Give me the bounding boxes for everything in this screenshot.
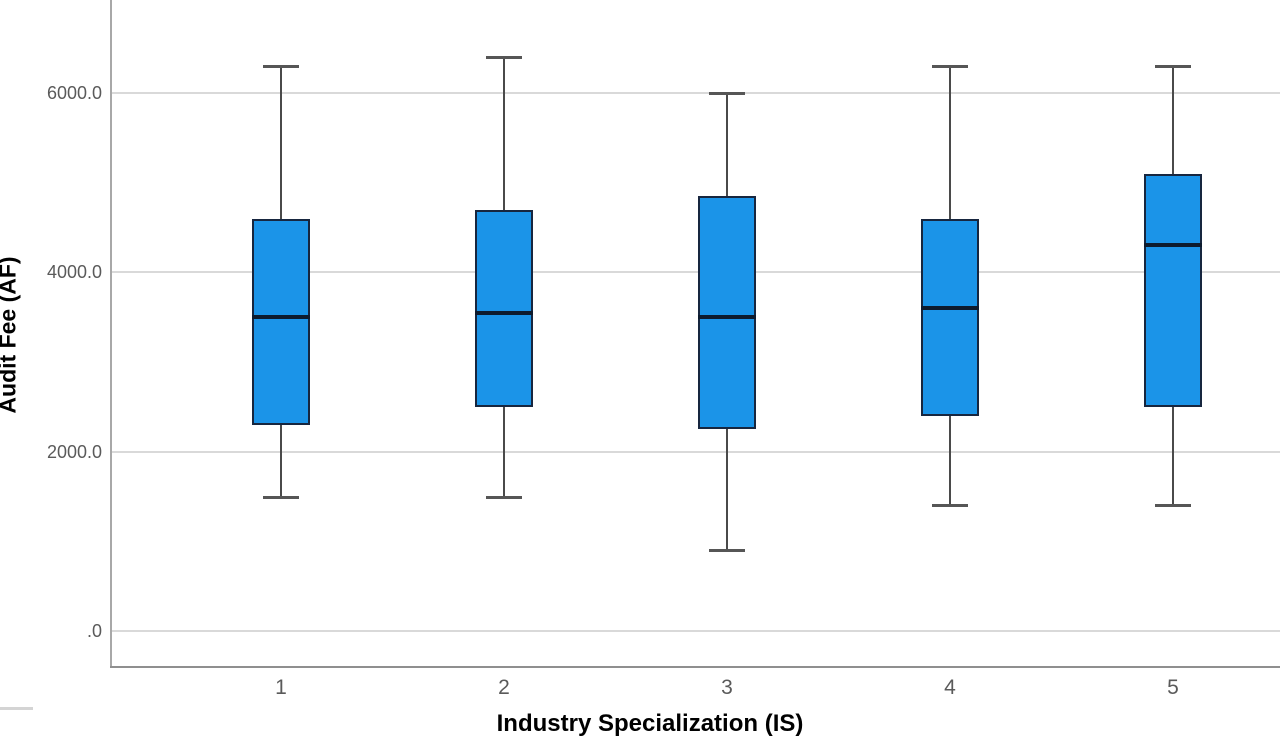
crop-artifact-line — [0, 707, 33, 710]
y-tick-label: 2000.0 — [46, 441, 102, 462]
y-tick-label: 4000.0 — [46, 262, 102, 283]
median-line-3 — [698, 315, 756, 320]
boxplot-box-3 — [698, 196, 756, 430]
lower-whisker-line — [726, 429, 728, 551]
y-axis-title-text: Audit Fee (AF) — [0, 256, 21, 414]
lower-whisker-line — [280, 424, 282, 497]
upper-whisker-line — [280, 66, 282, 219]
x-tick-label-1: 1 — [275, 676, 287, 699]
boxplot-box-4 — [921, 218, 979, 416]
boxplot-box-5 — [1144, 173, 1202, 407]
y-tick-label: 6000.0 — [46, 83, 102, 103]
y-tick-label: .0 — [86, 621, 102, 641]
min-whisker-cap — [263, 495, 299, 499]
gridline-6000 — [112, 92, 1280, 94]
y-axis-line — [110, 0, 112, 668]
min-whisker-cap — [486, 495, 522, 499]
lower-whisker-line — [503, 406, 505, 497]
upper-whisker-line — [503, 57, 505, 210]
lower-whisker-line — [949, 415, 951, 506]
max-whisker-cap — [709, 92, 745, 95]
max-whisker-cap — [263, 65, 299, 69]
min-whisker-cap — [1155, 504, 1191, 508]
upper-whisker-line — [726, 93, 728, 197]
x-axis-title: Industry Specialization (IS) — [496, 710, 804, 737]
x-tick-label-5: 5 — [1167, 676, 1179, 699]
median-line-2 — [475, 310, 533, 315]
max-whisker-cap — [932, 65, 968, 69]
x-tick-label-2: 2 — [498, 676, 510, 699]
min-whisker-cap — [709, 549, 745, 553]
median-line-4 — [921, 306, 979, 311]
median-line-5 — [1144, 243, 1202, 248]
upper-whisker-line — [1172, 66, 1174, 174]
x-tick-label-4: 4 — [944, 676, 956, 699]
gridline-4000 — [112, 271, 1280, 274]
upper-whisker-line — [949, 66, 951, 219]
y-axis-title: Audit Fee (AF) — [0, 178, 22, 413]
gridline-0 — [112, 630, 1280, 632]
boxplot-box-2 — [475, 209, 533, 407]
x-tick-label-3: 3 — [721, 676, 733, 699]
lower-whisker-line — [1172, 406, 1174, 506]
max-whisker-cap — [1155, 65, 1191, 69]
max-whisker-cap — [486, 56, 522, 60]
median-line-1 — [252, 315, 310, 320]
gridline-2000 — [112, 450, 1280, 453]
x-axis-line — [110, 666, 1280, 668]
boxplot-box-1 — [252, 218, 310, 425]
min-whisker-cap — [932, 504, 968, 508]
